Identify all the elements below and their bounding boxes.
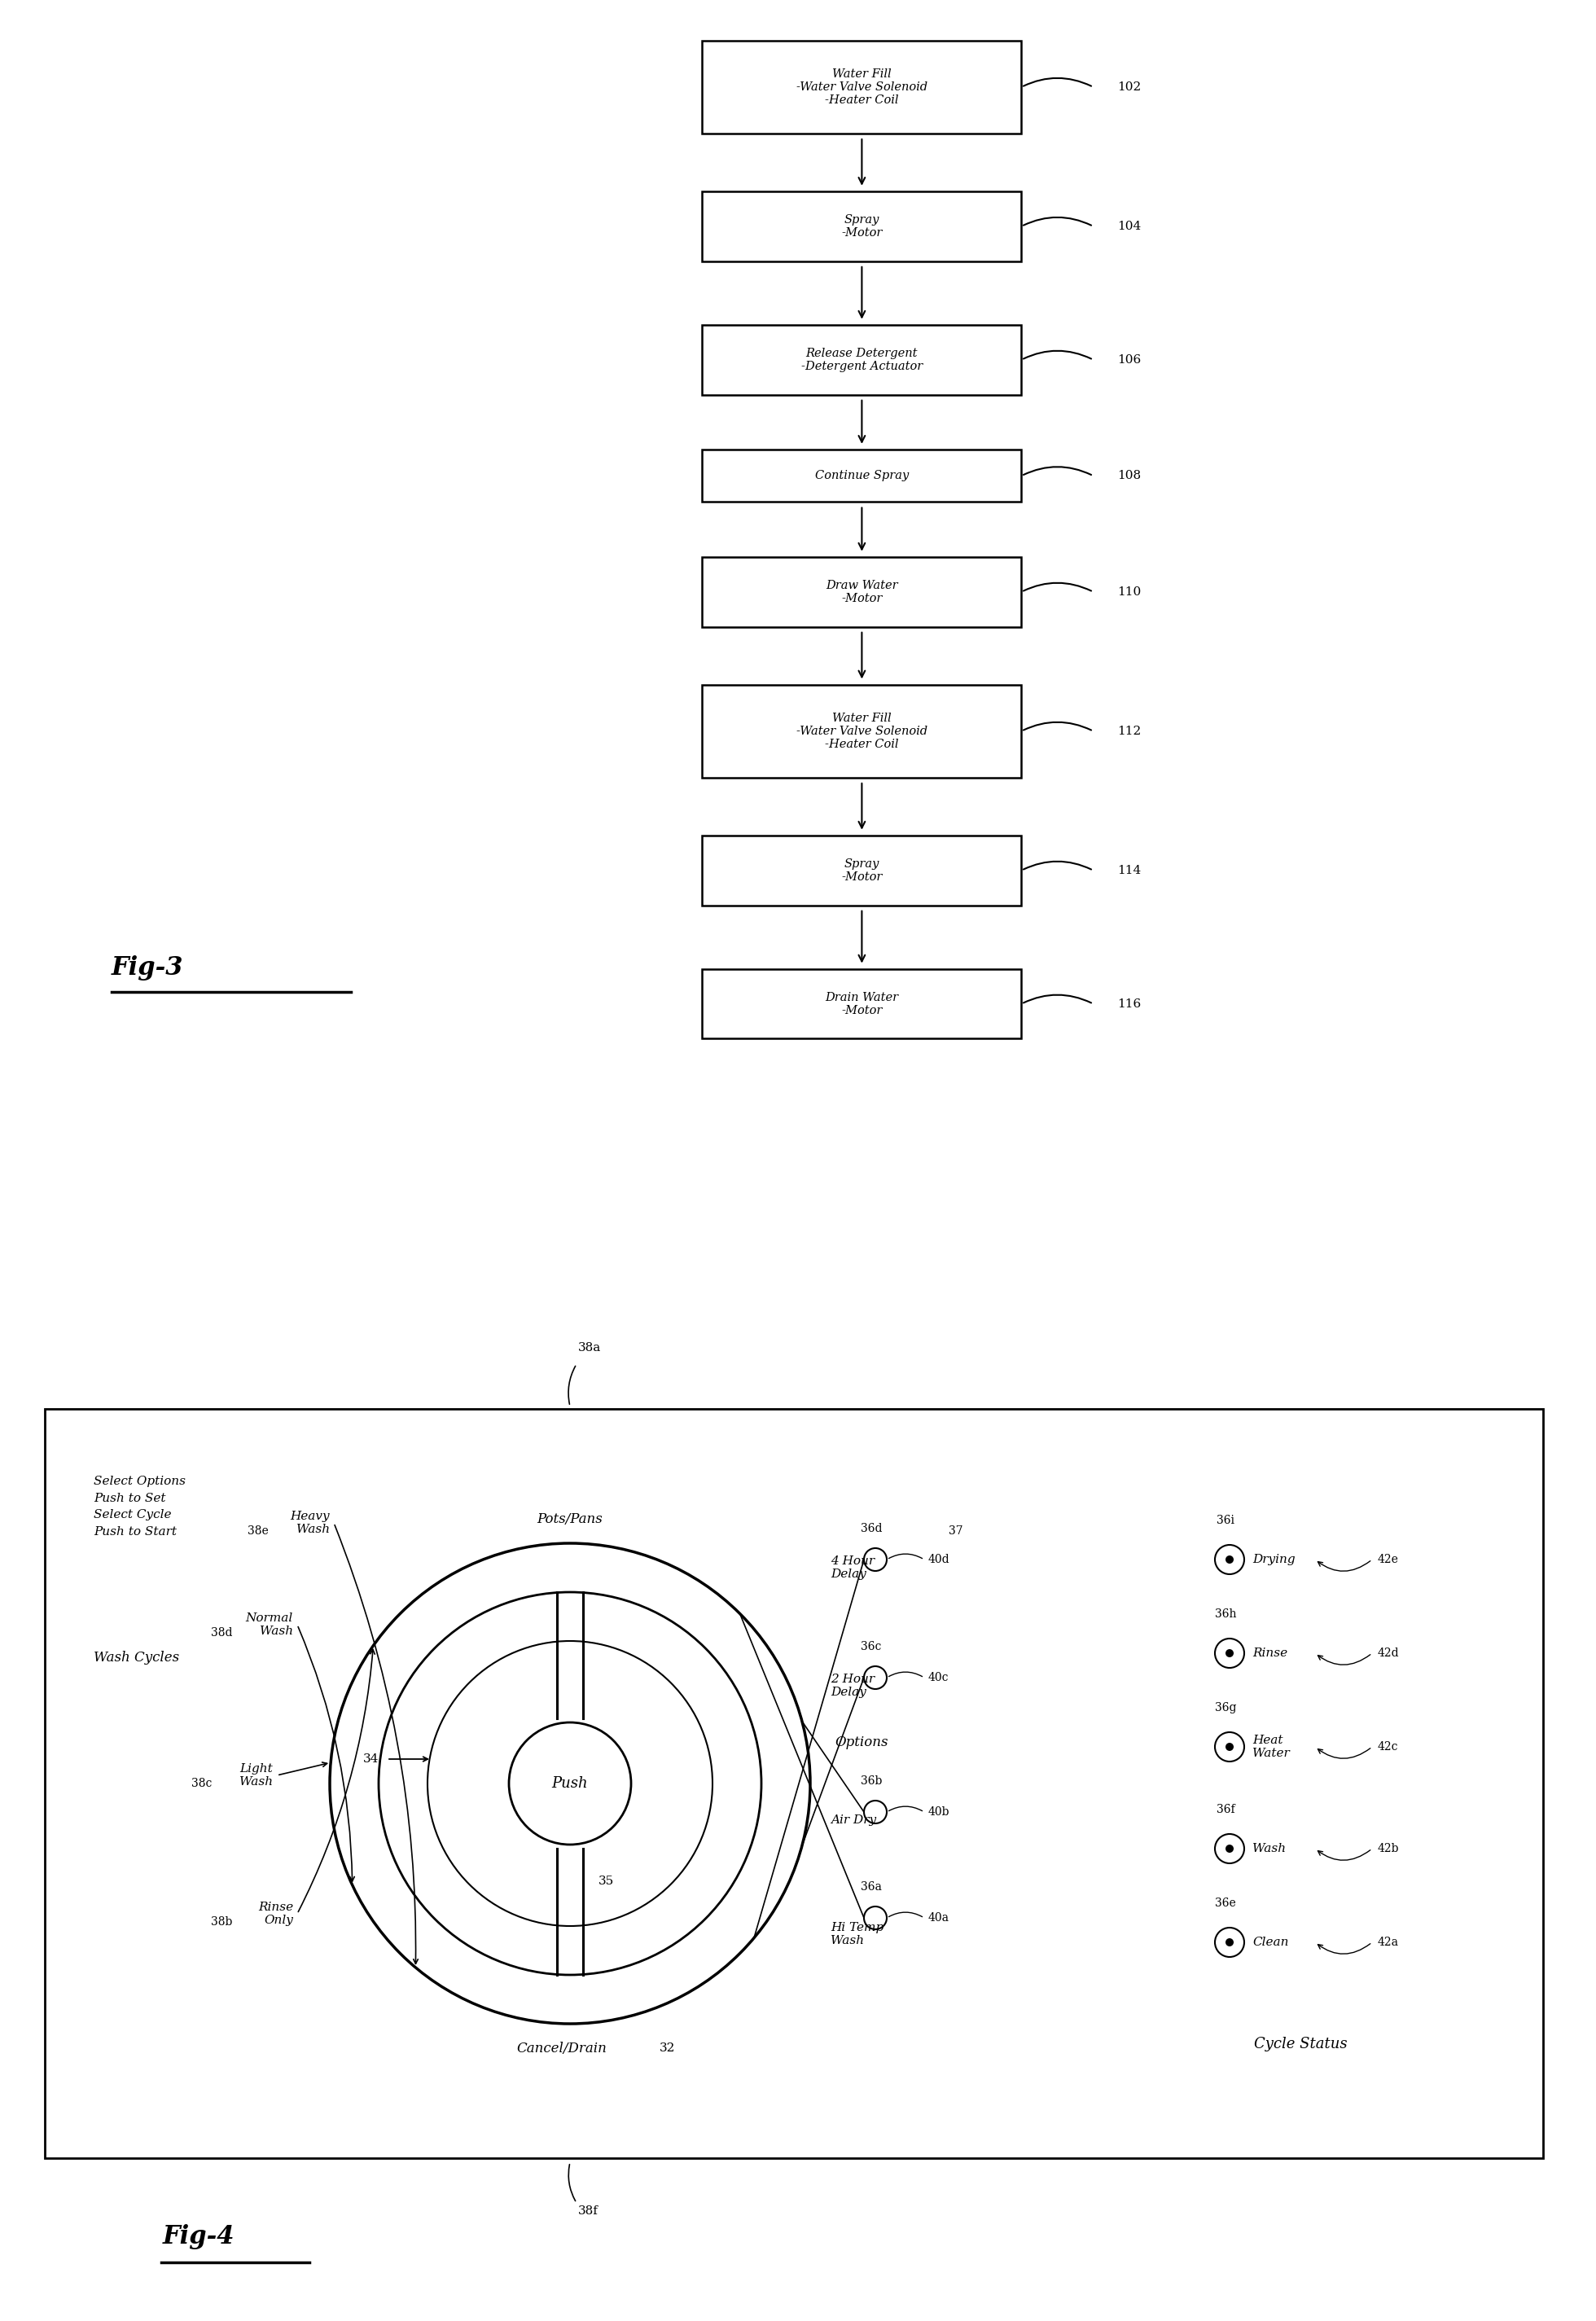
Text: Heat
Water: Heat Water — [1253, 1734, 1290, 1759]
Text: 104: 104 — [1117, 220, 1141, 232]
Circle shape — [1226, 1938, 1234, 1947]
Text: Cancel/Drain: Cancel/Drain — [517, 2040, 606, 2054]
Text: 36h: 36h — [1215, 1608, 1237, 1620]
Bar — [702, 836, 1021, 905]
Circle shape — [1226, 1555, 1234, 1564]
Text: Normal
Wash: Normal Wash — [246, 1613, 294, 1636]
Text: 42d: 42d — [1377, 1648, 1400, 1660]
Text: Air Dry: Air Dry — [830, 1815, 876, 1827]
Text: 112: 112 — [1117, 726, 1141, 736]
Text: 32: 32 — [659, 2042, 675, 2054]
Text: Light
Wash: Light Wash — [239, 1764, 273, 1787]
Text: 42c: 42c — [1377, 1741, 1398, 1752]
Text: Spray
-Motor: Spray -Motor — [841, 214, 883, 239]
Text: 38f: 38f — [578, 2205, 598, 2217]
Text: 38a: 38a — [578, 1342, 602, 1353]
Text: 37: 37 — [948, 1525, 962, 1537]
Text: 116: 116 — [1117, 998, 1141, 1010]
Text: 38e: 38e — [247, 1525, 268, 1537]
Text: Fig-4: Fig-4 — [163, 2224, 235, 2249]
Text: 42a: 42a — [1377, 1936, 1400, 1947]
Text: Clean: Clean — [1253, 1936, 1288, 1947]
Text: 36a: 36a — [860, 1882, 883, 1892]
Circle shape — [1226, 1650, 1234, 1657]
Text: Wash Cycles: Wash Cycles — [94, 1650, 179, 1664]
Text: 36b: 36b — [860, 1776, 883, 1787]
Text: 2 Hour
Delay: 2 Hour Delay — [830, 1673, 875, 1699]
Text: Rinse: Rinse — [1253, 1648, 1288, 1660]
Bar — [702, 557, 1021, 627]
Text: 38d: 38d — [211, 1627, 231, 1639]
Text: 42b: 42b — [1377, 1843, 1400, 1854]
Bar — [702, 42, 1021, 135]
Text: 34: 34 — [362, 1752, 378, 1764]
Text: 40b: 40b — [929, 1806, 950, 1817]
Text: Spray
-Motor: Spray -Motor — [841, 859, 883, 882]
Text: 36e: 36e — [1215, 1899, 1235, 1908]
Text: 36c: 36c — [860, 1641, 881, 1653]
Bar — [702, 450, 1021, 501]
Text: Release Detergent
-Detergent Actuator: Release Detergent -Detergent Actuator — [801, 348, 922, 371]
Text: Options: Options — [835, 1736, 887, 1750]
Text: Push: Push — [552, 1776, 589, 1792]
Text: Hi Temp
Wash: Hi Temp Wash — [830, 1922, 884, 1947]
Text: Pots/Pans: Pots/Pans — [538, 1511, 603, 1525]
Text: 108: 108 — [1117, 471, 1141, 480]
Bar — [702, 193, 1021, 262]
Text: 36i: 36i — [1216, 1516, 1234, 1527]
Text: Wash: Wash — [1253, 1843, 1286, 1854]
Text: Drain Water
-Motor: Drain Water -Motor — [825, 991, 899, 1017]
Text: Rinse
Only: Rinse Only — [259, 1901, 294, 1926]
Text: 36g: 36g — [1215, 1701, 1237, 1713]
Text: 114: 114 — [1117, 866, 1141, 875]
Bar — [702, 685, 1021, 778]
Text: 36f: 36f — [1216, 1803, 1235, 1815]
Text: 40a: 40a — [929, 1913, 950, 1924]
Text: Water Fill
-Water Valve Solenoid
-Heater Coil: Water Fill -Water Valve Solenoid -Heater… — [796, 67, 927, 107]
Circle shape — [1226, 1845, 1234, 1852]
Text: 38c: 38c — [192, 1778, 212, 1789]
Text: 110: 110 — [1117, 587, 1141, 596]
Bar — [45, 1409, 1543, 2159]
Text: 106: 106 — [1117, 355, 1141, 364]
Bar — [702, 325, 1021, 395]
Text: Draw Water
-Motor: Draw Water -Motor — [825, 580, 899, 603]
Text: 42e: 42e — [1377, 1553, 1398, 1564]
Text: Select Options
Push to Set
Select Cycle
Push to Start: Select Options Push to Set Select Cycle … — [94, 1476, 185, 1537]
Circle shape — [1226, 1743, 1234, 1750]
Text: Continue Spray: Continue Spray — [816, 471, 908, 480]
Bar — [702, 970, 1021, 1040]
Text: Cycle Status: Cycle Status — [1254, 2038, 1347, 2052]
Text: 4 Hour
Delay: 4 Hour Delay — [830, 1555, 875, 1581]
Text: Water Fill
-Water Valve Solenoid
-Heater Coil: Water Fill -Water Valve Solenoid -Heater… — [796, 713, 927, 750]
Text: 40d: 40d — [929, 1553, 950, 1564]
Text: Fig-3: Fig-3 — [112, 956, 184, 979]
Text: 36d: 36d — [860, 1523, 883, 1534]
Text: Drying: Drying — [1253, 1553, 1296, 1564]
Text: Heavy
Wash: Heavy Wash — [290, 1511, 330, 1534]
Text: 40c: 40c — [929, 1671, 950, 1683]
Text: 35: 35 — [598, 1875, 614, 1887]
Text: 38b: 38b — [211, 1917, 231, 1929]
Text: 102: 102 — [1117, 81, 1141, 93]
